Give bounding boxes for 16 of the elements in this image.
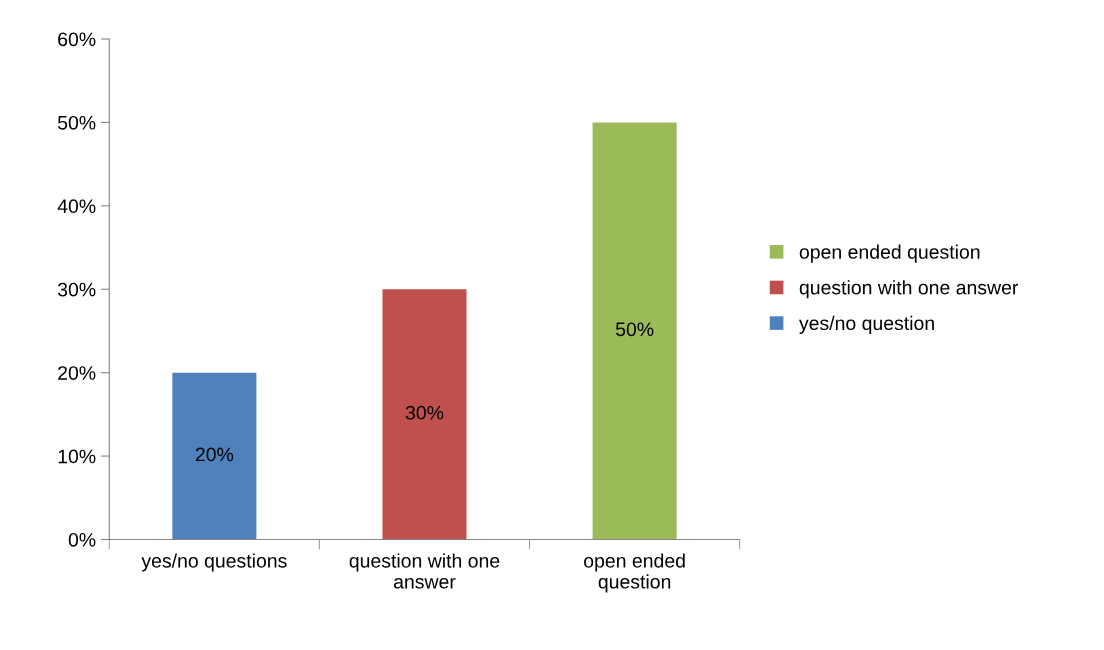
- legend-label: yes/no question: [799, 315, 934, 334]
- y-tick-label: 60%: [58, 32, 96, 47]
- legend-label: open ended question: [799, 244, 980, 263]
- y-tick-label: 30%: [57, 282, 96, 297]
- data-label: 50%: [615, 322, 654, 337]
- x-tick-label: yes/no questions: [141, 553, 287, 572]
- y-tick-label: 10%: [58, 449, 96, 464]
- y-tick-label: 0%: [68, 532, 96, 547]
- y-tick-label: 20%: [58, 366, 96, 380]
- legend-label: question with one answer: [799, 280, 1019, 299]
- data-label: 20%: [195, 447, 234, 462]
- y-tick-label: 40%: [57, 199, 96, 214]
- data-label: 30%: [405, 405, 444, 420]
- x-tick-label: question with one answer: [349, 553, 500, 589]
- x-tick-label: open ended question: [584, 553, 685, 593]
- y-tick-label: 50%: [57, 115, 96, 130]
